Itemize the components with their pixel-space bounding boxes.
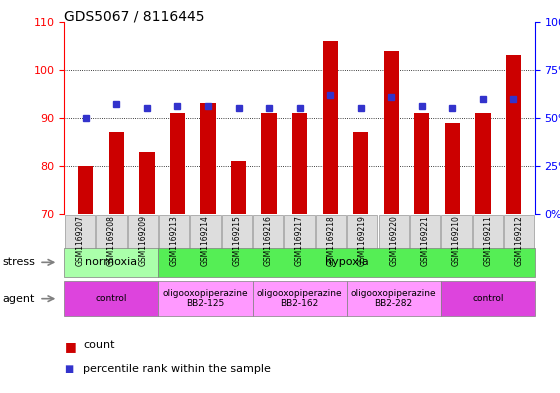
Text: GDS5067 / 8116445: GDS5067 / 8116445: [64, 10, 205, 24]
Text: ■: ■: [64, 364, 74, 373]
Text: GSM1169219: GSM1169219: [358, 215, 367, 266]
Bar: [262, 113, 277, 214]
Text: stress: stress: [3, 257, 36, 267]
Bar: [292, 113, 307, 214]
Text: control: control: [472, 294, 503, 303]
Text: GSM1169214: GSM1169214: [201, 215, 210, 266]
Text: GSM1169210: GSM1169210: [452, 215, 461, 266]
Text: GSM1169215: GSM1169215: [232, 215, 241, 266]
Text: GSM1169217: GSM1169217: [295, 215, 304, 266]
Text: GSM1169220: GSM1169220: [389, 215, 398, 266]
Text: GSM1169213: GSM1169213: [170, 215, 179, 266]
Bar: [414, 113, 430, 214]
Bar: [78, 166, 94, 214]
Bar: [231, 161, 246, 214]
Text: GSM1169216: GSM1169216: [264, 215, 273, 266]
Text: GSM1169209: GSM1169209: [138, 215, 147, 266]
Bar: [170, 113, 185, 214]
Text: GSM1169207: GSM1169207: [76, 215, 85, 266]
Text: GSM1169218: GSM1169218: [326, 215, 335, 266]
Text: normoxia: normoxia: [85, 257, 138, 267]
Bar: [139, 152, 155, 214]
Bar: [323, 41, 338, 214]
Bar: [475, 113, 491, 214]
Text: oligooxopiperazine
BB2-162: oligooxopiperazine BB2-162: [257, 289, 342, 309]
Bar: [353, 132, 368, 214]
Text: GSM1169208: GSM1169208: [107, 215, 116, 266]
Text: percentile rank within the sample: percentile rank within the sample: [83, 364, 270, 373]
Bar: [445, 123, 460, 214]
Text: hypoxia: hypoxia: [325, 257, 368, 267]
Text: GSM1169221: GSM1169221: [421, 215, 430, 266]
Text: oligooxopiperazine
BB2-125: oligooxopiperazine BB2-125: [163, 289, 248, 309]
Bar: [109, 132, 124, 214]
Text: GSM1169211: GSM1169211: [483, 215, 492, 266]
Bar: [200, 103, 216, 214]
Text: agent: agent: [3, 294, 35, 304]
Bar: [506, 55, 521, 214]
Text: ■: ■: [64, 340, 76, 353]
Bar: [384, 50, 399, 214]
Text: count: count: [83, 340, 114, 350]
Text: GSM1169212: GSM1169212: [515, 215, 524, 266]
Text: oligooxopiperazine
BB2-282: oligooxopiperazine BB2-282: [351, 289, 436, 309]
Text: control: control: [96, 294, 127, 303]
